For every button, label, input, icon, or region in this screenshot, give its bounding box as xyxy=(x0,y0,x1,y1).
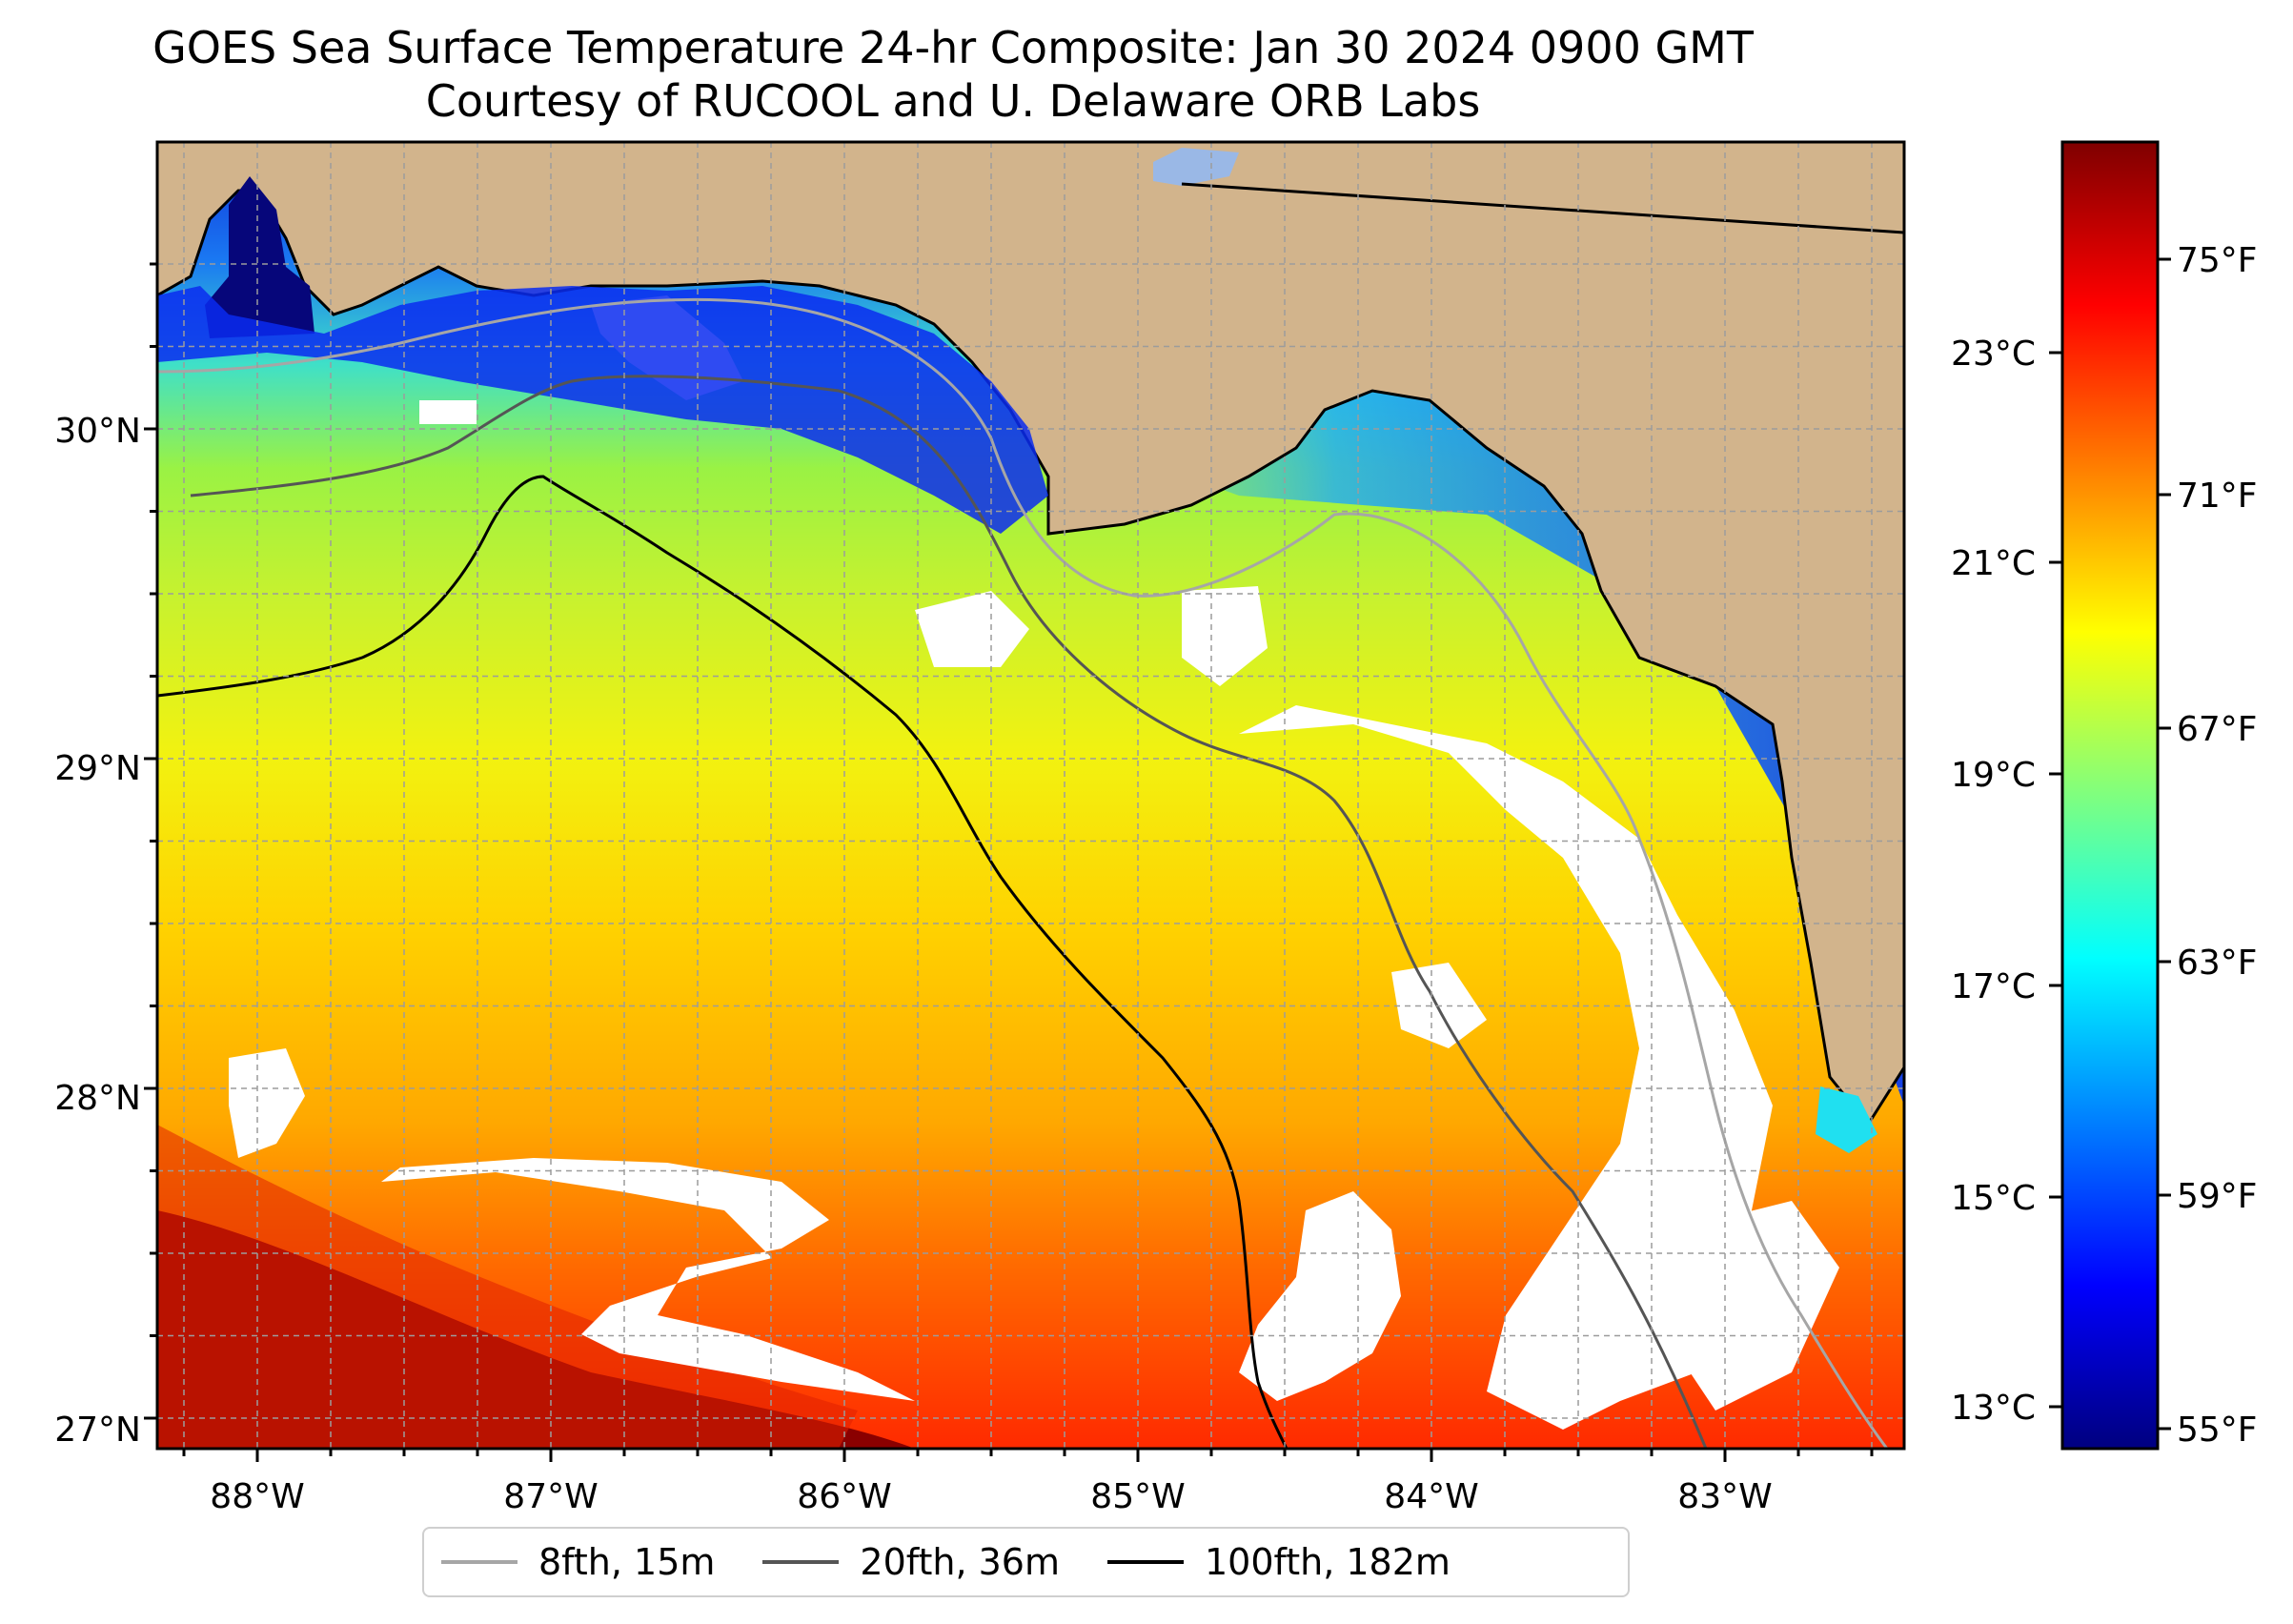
lon-label: 87°W xyxy=(503,1477,598,1516)
fahrenheit-scale: 75°F 71°F 67°F 63°F 59°F 55°F xyxy=(2177,241,2258,1450)
inland-lake xyxy=(1153,148,1239,186)
land-mass xyxy=(157,142,1904,1127)
lat-label: 30°N xyxy=(54,412,141,451)
fahrenheit-label: 75°F xyxy=(2177,241,2258,280)
isobath-legend: 8fth, 15m 20fth, 36m 100fth, 182m xyxy=(422,1527,1630,1597)
mobile-bay xyxy=(205,176,315,338)
lat-label: 29°N xyxy=(54,749,141,788)
colorbar-ticks xyxy=(2049,257,2171,1431)
celsius-label: 23°C xyxy=(1951,335,2036,374)
lon-label: 86°W xyxy=(797,1477,891,1516)
tampa-bay xyxy=(1816,1086,1877,1153)
fahrenheit-label: 59°F xyxy=(2177,1177,2258,1216)
celsius-label: 15°C xyxy=(1951,1179,2036,1218)
fahrenheit-label: 71°F xyxy=(2177,477,2258,516)
legend-label: 20fth, 36m xyxy=(860,1541,1060,1583)
legend-item-20fth: 20fth, 36m xyxy=(762,1541,1060,1583)
warm-water-band xyxy=(157,1125,858,1449)
lon-label: 85°W xyxy=(1090,1477,1185,1516)
fahrenheit-label: 55°F xyxy=(2177,1411,2258,1450)
celsius-label: 21°C xyxy=(1951,544,2036,583)
lon-label: 88°W xyxy=(210,1477,304,1516)
map-title: GOES Sea Surface Temperature 24-hr Compo… xyxy=(152,22,1754,73)
celsius-label: 17°C xyxy=(1951,967,2036,1006)
celsius-scale: 23°C 21°C 19°C 17°C 15°C 13°C xyxy=(1951,335,2036,1428)
legend-line-8fth xyxy=(441,1560,517,1564)
lon-label: 84°W xyxy=(1384,1477,1478,1516)
colorbar xyxy=(2060,140,2160,1451)
lat-label: 27°N xyxy=(54,1411,141,1450)
lat-label: 28°N xyxy=(54,1079,141,1118)
isobath-100fth xyxy=(157,475,1289,1449)
legend-line-20fth xyxy=(762,1560,840,1564)
map-frame xyxy=(155,140,1906,1451)
legend-label: 100fth, 182m xyxy=(1204,1541,1451,1583)
isobath-8fth xyxy=(157,297,1889,1449)
celsius-label: 19°C xyxy=(1951,756,2036,795)
legend-item-8fth: 8fth, 15m xyxy=(441,1541,715,1583)
graticule xyxy=(157,142,1904,1449)
fahrenheit-label: 67°F xyxy=(2177,710,2258,749)
axis-ticks xyxy=(144,262,1874,1462)
legend-item-100fth: 100fth, 182m xyxy=(1106,1541,1451,1583)
lat-axis: 30°N 29°N 28°N 27°N xyxy=(54,412,141,1450)
map-subtitle: Courtesy of RUCOOL and U. Delaware ORB L… xyxy=(425,75,1481,127)
lon-axis: 88°W 87°W 86°W 85°W 84°W 83°W xyxy=(210,1477,1772,1516)
fahrenheit-label: 63°F xyxy=(2177,944,2258,983)
legend-line-100fth xyxy=(1106,1560,1184,1564)
legend-label: 8fth, 15m xyxy=(538,1541,716,1583)
celsius-label: 13°C xyxy=(1951,1389,2036,1428)
state-boundary xyxy=(1181,182,1904,234)
lon-label: 83°W xyxy=(1677,1477,1772,1516)
